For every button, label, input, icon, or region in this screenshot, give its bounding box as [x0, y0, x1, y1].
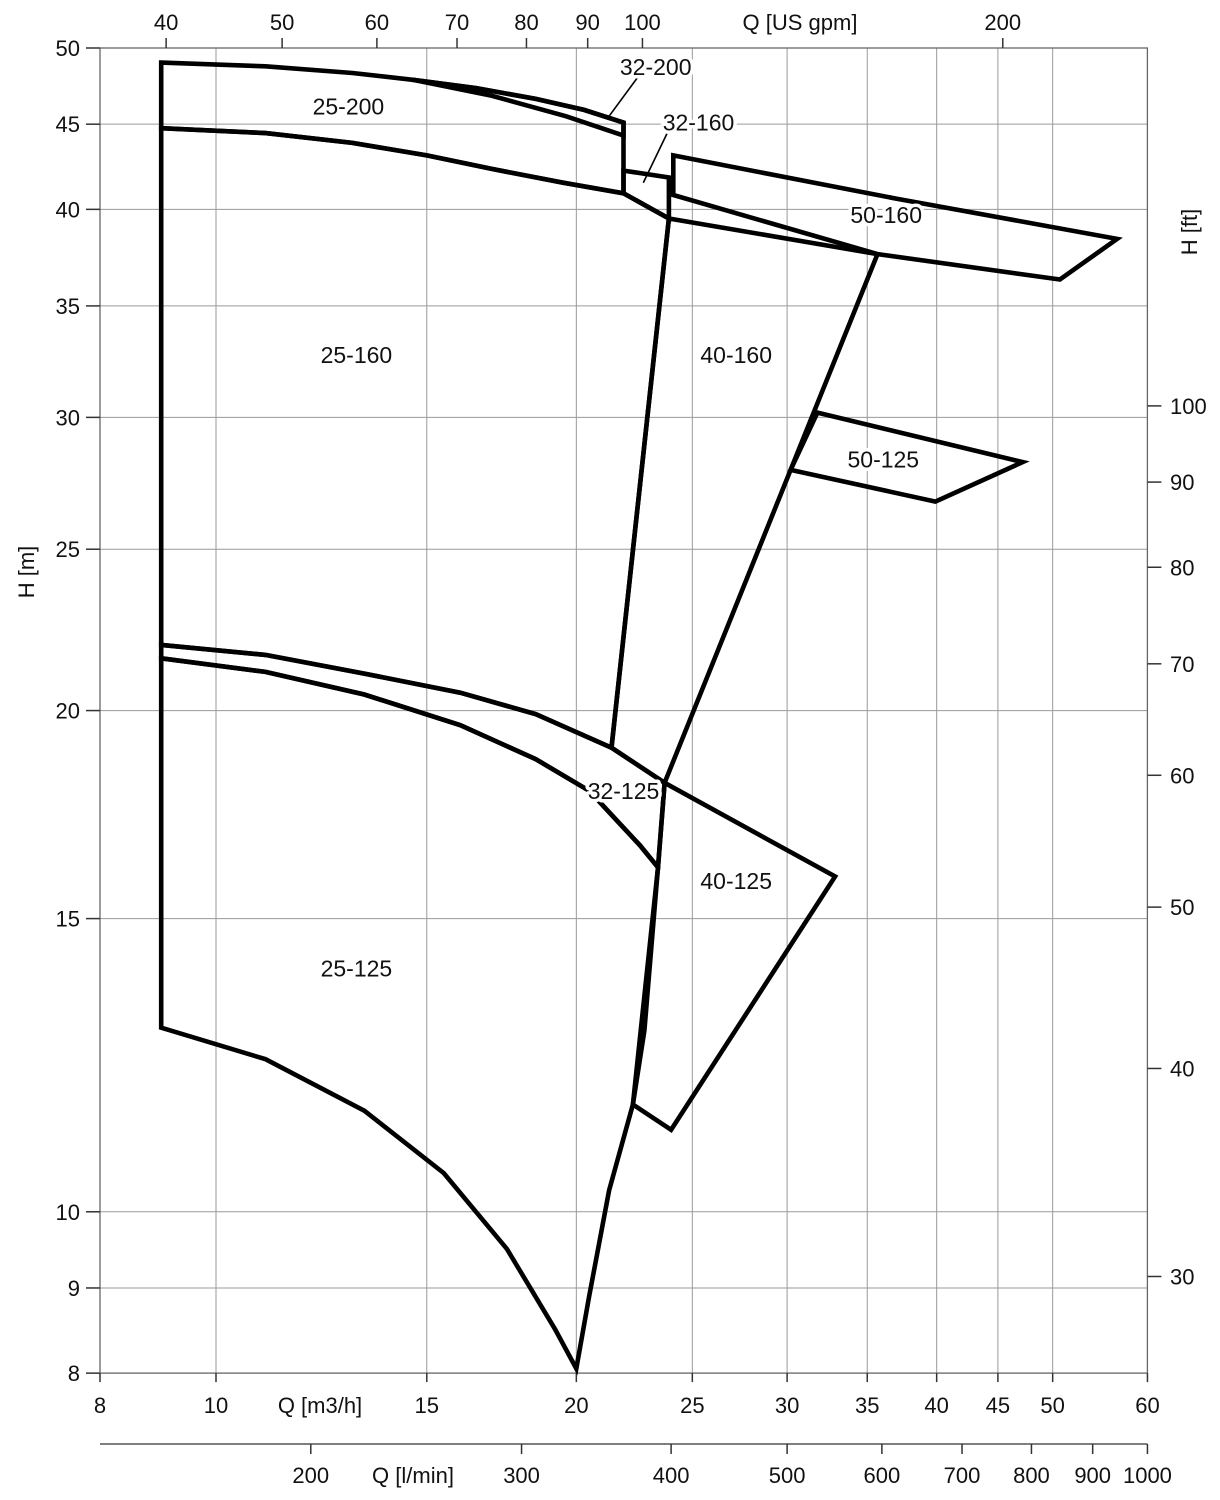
region-label-32-125: 32-125 — [588, 778, 660, 804]
tick-label: 40 — [924, 1393, 948, 1418]
region-50-160-outline — [671, 152, 1123, 282]
tick-label: 200 — [292, 1463, 329, 1488]
tick-label: 1000 — [1123, 1463, 1172, 1488]
tick-label: 50 — [1040, 1393, 1064, 1418]
tick-label: 800 — [1013, 1463, 1050, 1488]
region-25-125-outline — [158, 655, 661, 1376]
tick-label: 30 — [775, 1393, 799, 1418]
tick-label: 100 — [624, 10, 661, 35]
tick-label: 300 — [503, 1463, 540, 1488]
x-axis-bottom: 8 10 15 20 25 30 35 40 45 50 60 Q [m3/h] — [94, 1373, 1160, 1418]
tick-label: 8 — [68, 1361, 80, 1386]
tick-label: 10 — [56, 1200, 80, 1225]
gridlines — [100, 48, 1148, 1374]
y-axis-right: 100 90 80 70 60 50 40 30 H [ft] — [1147, 209, 1207, 1289]
tick-label: 35 — [56, 294, 80, 319]
tick-label: 35 — [855, 1393, 879, 1418]
tick-label: 900 — [1074, 1463, 1111, 1488]
region-label-40-125: 40-125 — [700, 868, 772, 894]
tick-label: 9 — [68, 1276, 80, 1301]
region-32-200-leader-line — [608, 77, 639, 117]
tick-label: 400 — [653, 1463, 690, 1488]
tick-label: 15 — [415, 1393, 439, 1418]
tick-label: 40 — [154, 10, 178, 35]
tick-label: 15 — [56, 907, 80, 932]
tick-label: 25 — [56, 537, 80, 562]
tick-label: 30 — [1170, 1264, 1194, 1289]
region-label-50-125: 50-125 — [847, 447, 919, 473]
tick-label: 90 — [575, 10, 599, 35]
region-label-40-160: 40-160 — [700, 342, 772, 368]
tick-label: 20 — [564, 1393, 588, 1418]
y-axis-left: 50 45 40 35 30 25 20 15 10 9 8 H [m] — [14, 36, 100, 1386]
x-axis-lmin-title: Q [l/min] — [372, 1463, 454, 1488]
tick-label: 700 — [944, 1463, 981, 1488]
tick-label: 60 — [1170, 763, 1194, 788]
tick-label: 45 — [56, 112, 80, 137]
y-axis-right-title: H [ft] — [1177, 209, 1202, 255]
region-label-32-200: 32-200 — [620, 54, 692, 80]
region-32-200-outline — [412, 77, 626, 139]
region-25-160-outline — [158, 125, 672, 752]
tick-label: 80 — [1170, 555, 1194, 580]
region-40-160-outline — [609, 215, 881, 787]
region-32-160-leader-line — [642, 124, 672, 184]
region-25-200-outline — [158, 60, 626, 197]
y-axis-left-title: H [m] — [14, 546, 39, 599]
tick-label: 25 — [680, 1393, 704, 1418]
tick-label: 500 — [769, 1463, 806, 1488]
tick-label: 50 — [1170, 895, 1194, 920]
tick-label: 50 — [56, 36, 80, 61]
region-32-125-outline — [158, 642, 667, 874]
tick-label: 8 — [94, 1393, 106, 1418]
tick-label: 20 — [56, 699, 80, 724]
region-label-50-160: 50-160 — [850, 202, 922, 228]
x-axis-top: 40 50 60 70 80 90 100 200 Q [US gpm] — [154, 10, 1021, 48]
tick-label: 100 — [1170, 394, 1207, 419]
tick-label: 40 — [56, 197, 80, 222]
region-label-32-160: 32-160 — [663, 110, 735, 136]
tick-label: 70 — [445, 10, 469, 35]
tick-label: 80 — [514, 10, 538, 35]
tick-label: 60 — [1135, 1393, 1159, 1418]
pump-regions: 25-200 32-200 32-160 50-160 25-160 40-160 50-1… — [158, 51, 1123, 1376]
x-axis-lmin: 200 300 400 500 600 700 800 900 1000 Q [l/min] — [100, 1443, 1172, 1488]
tick-label: 10 — [204, 1393, 228, 1418]
tick-label: 40 — [1170, 1056, 1194, 1081]
tick-label: 200 — [984, 10, 1021, 35]
tick-label: 50 — [270, 10, 294, 35]
tick-label: 60 — [365, 10, 389, 35]
tick-label: 30 — [56, 405, 80, 430]
region-label-25-160: 25-160 — [321, 342, 393, 368]
tick-label: 70 — [1170, 652, 1194, 677]
region-40-125-outline — [630, 779, 839, 1134]
tick-label: 600 — [864, 1463, 901, 1488]
x-axis-top-title: Q [US gpm] — [743, 10, 858, 35]
tick-label: 45 — [986, 1393, 1010, 1418]
tick-label: 90 — [1170, 470, 1194, 495]
region-label-25-125: 25-125 — [321, 956, 393, 982]
region-label-25-200: 25-200 — [313, 94, 385, 120]
x-axis-bottom-title: Q [m3/h] — [278, 1393, 362, 1418]
region-50-125-outline — [787, 409, 1030, 505]
